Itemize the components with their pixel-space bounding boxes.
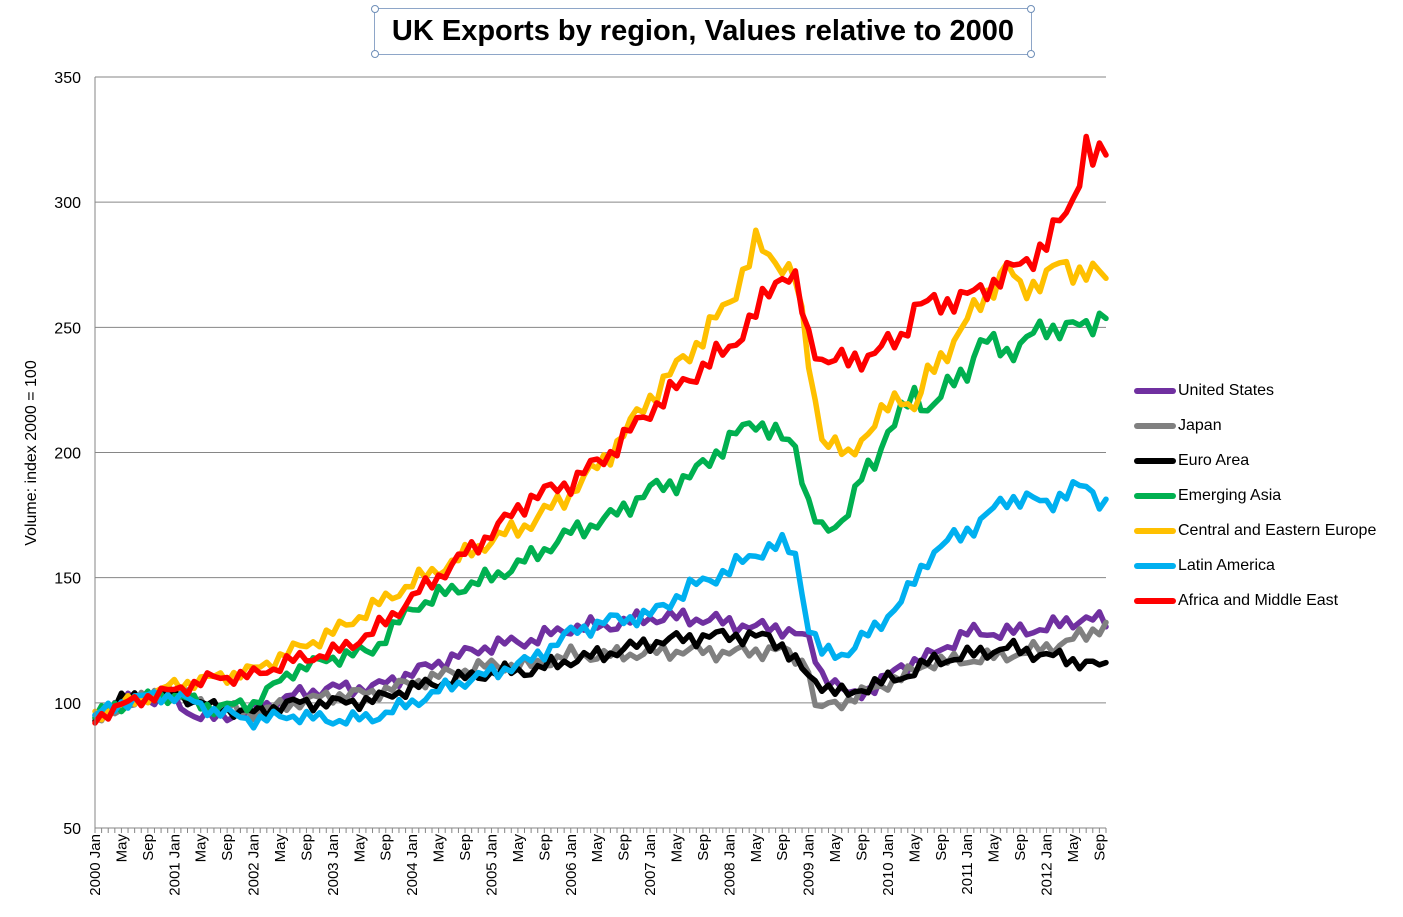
y-axis-tick-labels: 50 100 150 200 250 300 350: [54, 70, 81, 838]
legend-swatch: [1134, 493, 1176, 499]
legend-label: Euro Area: [1178, 452, 1249, 470]
y-tick-label: 250: [54, 320, 81, 337]
x-tick-label: May: [589, 834, 606, 863]
x-tick-label: May: [351, 834, 368, 863]
x-tick-label: May: [906, 834, 923, 863]
series-lines: [95, 137, 1106, 728]
legend-item: Emerging Asia: [1134, 478, 1376, 513]
x-tick-label: May: [431, 834, 448, 863]
y-tick-label: 200: [54, 446, 81, 463]
legend-swatch: [1134, 598, 1176, 604]
x-tick-label: May: [827, 834, 844, 863]
x-tick-label: 2006 Jan: [563, 834, 580, 896]
x-tick-label: May: [193, 834, 210, 863]
legend-swatch: [1134, 528, 1176, 534]
x-tick-label: Sep: [140, 834, 157, 861]
x-tick-label: 2010 Jan: [880, 834, 897, 896]
x-tick-label: May: [986, 834, 1003, 863]
x-tick-label: 2007 Jan: [642, 834, 659, 896]
x-tick-label: 2012 Jan: [1039, 834, 1056, 896]
x-tick-label: Sep: [854, 834, 871, 861]
x-tick-label: 2011 Jan: [959, 834, 976, 895]
x-tick-label: Sep: [457, 834, 474, 861]
legend-label: Emerging Asia: [1178, 487, 1281, 505]
y-tick-label: 150: [54, 571, 81, 588]
x-tick-label: 2008 Jan: [721, 834, 738, 896]
x-tick-label: 2004 Jan: [404, 834, 421, 896]
chart-title-box[interactable]: UK Exports by region, Values relative to…: [374, 8, 1032, 55]
x-tick-label: Sep: [378, 834, 395, 861]
y-axis-label: Volume: index 2000 = 100: [23, 360, 41, 545]
legend-item: Africa and Middle East: [1134, 583, 1376, 618]
x-tick-label: Sep: [774, 834, 791, 861]
y-tick-label: 50: [63, 821, 81, 838]
x-tick-label: 2009 Jan: [801, 834, 818, 896]
legend-swatch: [1134, 563, 1176, 569]
legend-label: Central and Eastern Europe: [1178, 522, 1376, 540]
resize-handle-top-right[interactable]: [1027, 5, 1035, 13]
legend-item: United States: [1134, 373, 1376, 408]
legend-swatch: [1134, 423, 1176, 429]
x-tick-label: 2000 Jan: [87, 834, 104, 896]
legend-label: United States: [1178, 382, 1274, 400]
legend-item: Euro Area: [1134, 443, 1376, 478]
legend-item: Latin America: [1134, 548, 1376, 583]
x-tick-label: Sep: [1012, 834, 1029, 861]
legend-label: Africa and Middle East: [1178, 592, 1338, 610]
x-tick-label: May: [1065, 834, 1082, 863]
resize-handle-top-left[interactable]: [371, 5, 379, 13]
x-tick-label: Sep: [298, 834, 315, 861]
x-tick-label: May: [510, 834, 527, 863]
x-tick-label: May: [748, 834, 765, 863]
x-tick-label: Sep: [1091, 834, 1108, 861]
gridlines: [95, 77, 1106, 703]
legend-swatch: [1134, 388, 1176, 394]
legend: United States Japan Euro Area Emerging Asia…: [1134, 373, 1376, 618]
x-tick-label: Sep: [695, 834, 712, 861]
legend-swatch: [1134, 458, 1176, 464]
series-line: [95, 137, 1106, 724]
y-tick-label: 300: [54, 195, 81, 212]
x-tick-label: 2005 Jan: [483, 834, 500, 896]
x-tick-label: May: [272, 834, 289, 863]
x-tick-label: 2002 Jan: [246, 834, 263, 896]
chart-title: UK Exports by region, Values relative to…: [375, 9, 1031, 54]
legend-item: Central and Eastern Europe: [1134, 513, 1376, 548]
legend-label: Japan: [1178, 417, 1222, 435]
resize-handle-bottom-left[interactable]: [371, 50, 379, 58]
legend-item: Japan: [1134, 408, 1376, 443]
x-tick-label: May: [113, 834, 130, 863]
resize-handle-bottom-right[interactable]: [1027, 50, 1035, 58]
x-axis-tick-labels: 2000 Jan May Sep 2001 Jan May Sep 2002 Jan May S…: [87, 828, 1108, 896]
x-tick-label: 2003 Jan: [325, 834, 342, 896]
legend-label: Latin America: [1178, 557, 1275, 575]
x-tick-label: Sep: [933, 834, 950, 861]
y-tick-label: 100: [54, 696, 81, 713]
x-tick-label: Sep: [616, 834, 633, 861]
x-tick-label: Sep: [536, 834, 553, 861]
x-tick-label: 2001 Jan: [166, 834, 183, 896]
x-tick-label: May: [668, 834, 685, 863]
x-tick-label: Sep: [219, 834, 236, 861]
y-tick-label: 350: [54, 70, 81, 87]
